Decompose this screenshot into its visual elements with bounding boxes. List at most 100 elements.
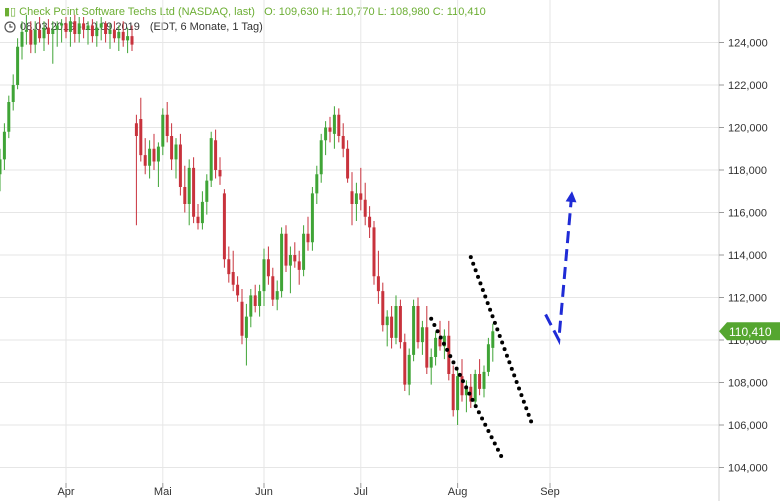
candle — [143, 138, 147, 175]
candle-body — [0, 159, 2, 175]
candle — [112, 21, 116, 43]
candle — [218, 157, 222, 185]
candle — [86, 21, 90, 45]
candle-body — [280, 233, 284, 292]
candle — [236, 276, 240, 302]
y-tick-label: 112,000 — [728, 293, 767, 305]
candle — [134, 114, 138, 226]
candle — [359, 167, 363, 211]
candle-body — [350, 191, 354, 204]
candle — [240, 289, 244, 345]
candle — [178, 133, 182, 196]
y-tick-label: 124,000 — [728, 38, 768, 50]
candle-body — [407, 354, 411, 385]
candle-body — [20, 31, 24, 47]
candle — [280, 227, 284, 298]
candle — [38, 17, 42, 43]
candle — [271, 267, 275, 306]
candle — [275, 280, 279, 311]
candle-body — [390, 316, 394, 338]
ohlc-values: O: 109,630 H: 110,770 L: 108,980 C: 110,… — [264, 6, 486, 18]
candle-body — [337, 114, 341, 136]
candle-body — [77, 23, 81, 34]
candle-body — [271, 276, 275, 300]
candle-body — [394, 306, 398, 338]
candle-body — [288, 255, 292, 266]
candle — [341, 123, 345, 158]
candle-body — [33, 29, 37, 45]
candle-body — [354, 193, 358, 204]
candle-body — [183, 187, 187, 204]
candle — [29, 21, 33, 54]
x-tick-label: Aug — [448, 486, 468, 498]
candle-body — [372, 227, 376, 277]
candle-body — [42, 27, 46, 39]
candle-body — [306, 233, 310, 243]
candle-body — [231, 272, 235, 285]
candle-body — [205, 180, 209, 202]
candle — [42, 21, 46, 51]
y-tick-label: 108,000 — [728, 378, 768, 390]
candle — [486, 337, 490, 377]
candle-body — [346, 148, 350, 179]
candle-body — [178, 144, 182, 187]
y-tick-label: 114,000 — [728, 250, 767, 262]
candle — [139, 97, 143, 162]
candle — [363, 182, 367, 226]
candle-body — [165, 114, 169, 136]
candle-body — [148, 148, 152, 166]
candle — [165, 102, 169, 143]
candle — [478, 359, 482, 396]
candle-body — [187, 167, 191, 204]
y-tick-label: 118,000 — [728, 165, 767, 177]
candle — [95, 21, 99, 47]
candle-body — [104, 23, 108, 34]
candle-body — [253, 295, 257, 306]
candle — [126, 27, 130, 54]
y-tick-label: 106,000 — [728, 420, 768, 432]
candle — [398, 299, 402, 349]
candle — [209, 131, 213, 187]
candle — [310, 187, 314, 251]
candle-body — [381, 291, 385, 326]
candle-body — [376, 276, 380, 292]
chart-header-title: ▮▯ Check Point Software Techs Ltd (NASDA… — [4, 5, 486, 18]
y-tick-label: 122,000 — [728, 80, 768, 92]
candle-body — [236, 284, 240, 296]
candle-body — [310, 193, 314, 243]
y-tick-label: 120,000 — [728, 123, 768, 135]
candle-body — [200, 201, 204, 224]
candle-body — [29, 29, 33, 45]
candle — [108, 23, 112, 49]
candle-body — [95, 27, 99, 37]
candle — [434, 331, 438, 366]
instrument-name: Check Point Software Techs Ltd (NASDAQ, … — [19, 6, 255, 18]
candle — [420, 320, 424, 355]
candle — [469, 374, 473, 408]
candle — [249, 289, 253, 328]
candle-body — [491, 331, 495, 348]
candle — [390, 306, 394, 349]
candle-body — [425, 327, 429, 368]
candle-body — [117, 31, 121, 39]
candle — [174, 138, 178, 179]
candle — [0, 148, 2, 192]
candle — [328, 116, 332, 143]
candle-body — [249, 295, 253, 317]
candle — [121, 21, 125, 47]
candle — [337, 108, 341, 143]
candle — [33, 21, 37, 54]
candle — [170, 123, 174, 170]
price-axis: 104,000106,000108,000110,000112,000114,0… — [719, 38, 768, 475]
candles — [0, 14, 495, 425]
candle — [482, 365, 486, 398]
trendline-dotted — [468, 255, 535, 427]
candle-body — [359, 193, 363, 200]
candle — [253, 284, 257, 313]
candle-body — [214, 140, 218, 170]
clock-icon — [4, 21, 16, 33]
candle-body — [403, 342, 407, 385]
candle-body — [451, 374, 455, 411]
candle-body — [7, 102, 11, 132]
